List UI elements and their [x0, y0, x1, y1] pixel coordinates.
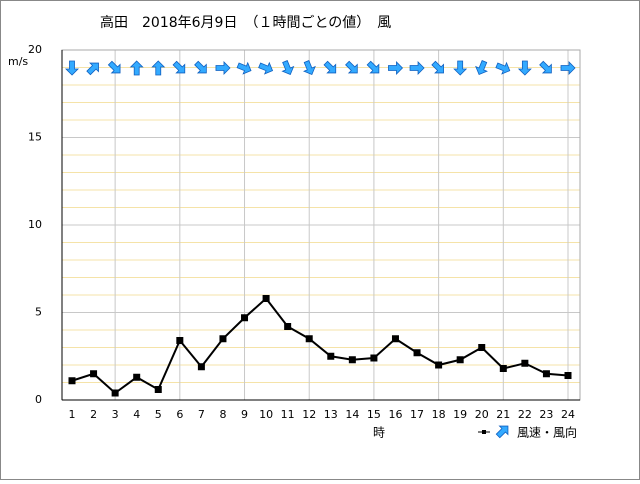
x-tick-label: 16 [388, 408, 402, 421]
point [219, 335, 227, 343]
point [564, 372, 572, 379]
point [68, 377, 76, 385]
point [154, 386, 162, 393]
wind-arrow [495, 61, 511, 75]
point [197, 363, 205, 371]
line [71, 297, 569, 395]
x-tick-label: 15 [367, 408, 381, 421]
point [348, 356, 356, 364]
point [284, 323, 292, 330]
wind-arrow [194, 60, 207, 74]
point [413, 349, 421, 357]
wind-arrow [236, 61, 252, 75]
y-axis-label: m/s [8, 55, 28, 68]
wind-arrow [453, 60, 468, 76]
wind-arrow [388, 61, 404, 75]
wind-arrow [539, 60, 552, 74]
wind-arrow [303, 60, 316, 75]
point [391, 335, 399, 343]
wind-arrow [281, 60, 295, 75]
x-tick-label: 13 [324, 408, 338, 421]
x-tick-label: 20 [475, 408, 489, 421]
y-tick-label: 5 [35, 306, 42, 319]
point [478, 344, 486, 351]
wind-arrow [129, 60, 144, 76]
x-tick-label: 19 [453, 408, 467, 421]
x-tick-label: 24 [561, 408, 575, 421]
point [305, 335, 313, 343]
wind-arrow [517, 60, 532, 76]
wind-arrow [366, 60, 380, 74]
point [542, 370, 550, 378]
wind-arrow [86, 62, 99, 76]
point [370, 354, 378, 362]
point [241, 314, 249, 322]
wind-arrow [172, 60, 186, 74]
x-tick-label: 6 [176, 408, 183, 421]
x-tick-label: 3 [112, 408, 119, 421]
x-tick-label: 8 [219, 408, 226, 421]
point [133, 373, 141, 381]
x-tick-label: 22 [518, 408, 532, 421]
point [327, 352, 335, 360]
point [435, 361, 443, 369]
x-tick-label: 10 [259, 408, 273, 421]
wind-arrow [258, 61, 274, 75]
wind-arrow [107, 60, 121, 74]
point [456, 356, 464, 364]
point [499, 365, 507, 372]
point [90, 370, 98, 378]
x-tick-label: 18 [432, 408, 446, 421]
point [521, 359, 529, 367]
point [262, 295, 270, 302]
x-axis-label: 時 [373, 426, 385, 440]
legend-point [482, 430, 486, 434]
legend-label: 風速・風向 [517, 425, 577, 440]
wind-arrow [151, 60, 166, 76]
point [111, 389, 119, 397]
wind-arrow [65, 60, 79, 76]
x-tick-label: 12 [302, 408, 316, 421]
wind-arrow [345, 60, 358, 74]
x-tick-label: 23 [539, 408, 553, 421]
x-tick-label: 14 [345, 408, 359, 421]
x-tick-label: 5 [155, 408, 162, 421]
x-tick-label: 21 [496, 408, 510, 421]
x-tick-label: 11 [281, 408, 295, 421]
x-tick-label: 1 [69, 408, 76, 421]
wind-arrow [323, 60, 337, 74]
point [176, 337, 184, 344]
chart-title: 高田 2018年6月9日 （１時間ごとの値） 風 [100, 14, 391, 31]
x-tick-label: 17 [410, 408, 424, 421]
x-tick-label: 2 [90, 408, 97, 421]
y-tick-label: 20 [28, 43, 42, 56]
wind-arrow [215, 61, 231, 75]
wind-arrow [409, 61, 425, 75]
wind-arrow [495, 425, 509, 439]
y-tick-label: 0 [35, 393, 42, 406]
wind-arrow [475, 60, 488, 75]
y-tick-label: 10 [28, 218, 42, 231]
x-tick-label: 7 [198, 408, 205, 421]
y-tick-label: 15 [28, 131, 42, 144]
wind-arrow [431, 60, 444, 74]
x-tick-label: 4 [133, 408, 140, 421]
wind-arrow [560, 61, 576, 75]
x-tick-label: 9 [241, 408, 248, 421]
